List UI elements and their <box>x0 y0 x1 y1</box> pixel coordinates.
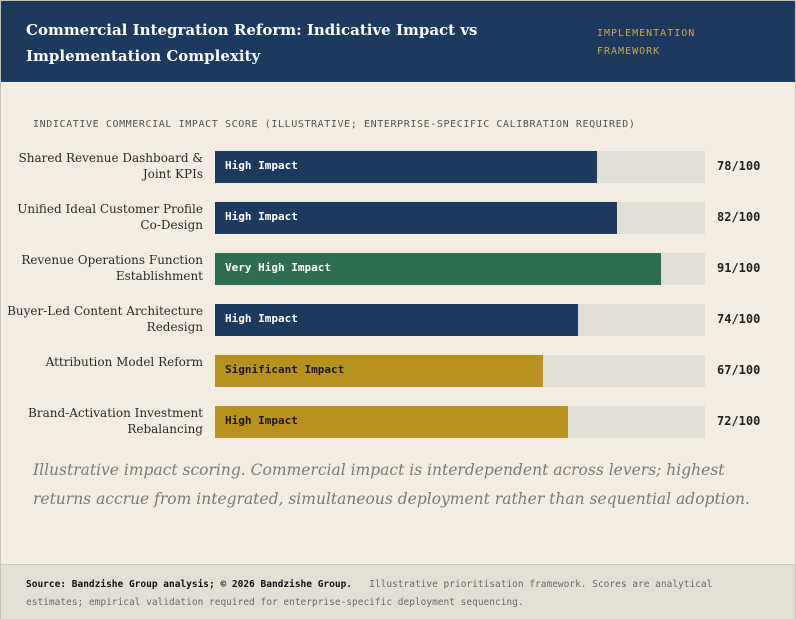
bar-impact-label: Very High Impact <box>225 261 331 274</box>
bar-track: High Impact <box>215 202 705 234</box>
bar-track: Significant Impact <box>215 355 705 387</box>
bar-row: Shared Revenue Dashboard & Joint KPIs Hig… <box>1 151 795 183</box>
page-title: Commercial Integration Reform: Indicativ… <box>26 21 478 65</box>
bar-impact-label: High Impact <box>225 159 298 172</box>
bar: Very High Impact <box>215 253 661 285</box>
bar-value-label: 72/100 <box>717 414 761 428</box>
bar-impact-label: High Impact <box>225 210 298 223</box>
bar: High Impact <box>215 304 578 336</box>
bar-row: Unified Ideal Customer Profile Co-Design… <box>1 202 795 234</box>
category-label: Unified Ideal Customer Profile Co-Design <box>17 202 203 232</box>
bar: High Impact <box>215 202 617 234</box>
bar-value-label: 74/100 <box>717 312 761 326</box>
bar: High Impact <box>215 151 597 183</box>
category-label: Attribution Model Reform <box>45 355 203 369</box>
category-label: Revenue Operations Function Establishmen… <box>21 253 203 283</box>
bar-track: Very High Impact <box>215 253 705 285</box>
chart-title: INDICATIVE COMMERCIAL IMPACT SCORE (ILLU… <box>33 119 636 130</box>
bar-row: Revenue Operations Function Establishmen… <box>1 253 795 285</box>
bar-value-label: 78/100 <box>717 159 761 173</box>
bar-row: Brand-Activation Investment Rebalancing H… <box>1 406 795 438</box>
header-bar: Commercial Integration Reform: Indicativ… <box>1 1 795 82</box>
chart-note: Illustrative impact scoring. Commercial … <box>33 461 750 508</box>
footer-text: Source: Bandzishe Group analysis; © 2026… <box>26 576 746 612</box>
bar-track: High Impact <box>215 304 705 336</box>
category-label: Brand-Activation Investment Rebalancing <box>28 406 203 436</box>
footer: Source: Bandzishe Group analysis; © 2026… <box>1 564 795 619</box>
bar: Significant Impact <box>215 355 543 387</box>
category-label: Shared Revenue Dashboard & Joint KPIs <box>18 151 203 181</box>
bar-track: High Impact <box>215 151 705 183</box>
bar-row: Buyer-Led Content Architecture Redesign H… <box>1 304 795 336</box>
bar-track: High Impact <box>215 406 705 438</box>
footer-source: Source: Bandzishe Group analysis; © 2026… <box>26 579 353 590</box>
bar-value-label: 91/100 <box>717 261 761 275</box>
bar-impact-label: High Impact <box>225 312 298 325</box>
bar: High Impact <box>215 406 568 438</box>
bar-value-label: 82/100 <box>717 210 761 224</box>
bar-row: Attribution Model Reform Significant Impa… <box>1 355 795 387</box>
section-tag: IMPLEMENTATION FRAMEWORK <box>597 28 696 57</box>
bar-impact-label: Significant Impact <box>225 363 345 376</box>
category-label: Buyer-Led Content Architecture Redesign <box>7 304 203 334</box>
footer-disclaimer: Illustrative prioritisation framework. S… <box>26 579 713 608</box>
bar-impact-label: High Impact <box>225 414 298 427</box>
bar-value-label: 67/100 <box>717 363 761 377</box>
